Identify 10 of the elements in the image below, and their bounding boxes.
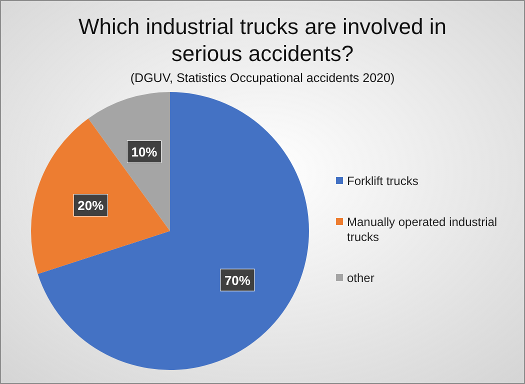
chart-title: Which industrial trucks are involved in serious accidents? xyxy=(78,14,447,66)
chart-subtitle: (DGUV, Statistics Occupational accidents 2020) xyxy=(130,71,395,85)
pie-slice xyxy=(31,118,170,274)
data-label: 20% xyxy=(78,198,104,214)
legend-label: other xyxy=(347,271,374,285)
pie-slice xyxy=(38,92,309,370)
legend-label: Manually operated industrial trucks xyxy=(347,215,498,244)
data-label: 10% xyxy=(131,144,158,160)
data-label: 70% xyxy=(224,273,251,288)
legend-label: Forklift trucks xyxy=(347,174,418,188)
